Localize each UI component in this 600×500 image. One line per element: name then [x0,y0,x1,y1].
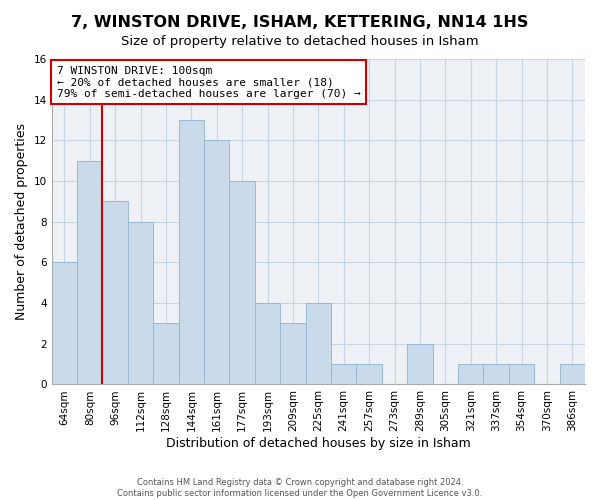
Bar [229,181,255,384]
Bar [458,364,484,384]
Bar [179,120,204,384]
Bar [153,324,179,384]
Bar [128,222,153,384]
Bar [305,303,331,384]
X-axis label: Distribution of detached houses by size in Isham: Distribution of detached houses by size … [166,437,471,450]
Bar [255,303,280,384]
Text: 7 WINSTON DRIVE: 100sqm
← 20% of detached houses are smaller (18)
79% of semi-de: 7 WINSTON DRIVE: 100sqm ← 20% of detache… [57,66,361,98]
Text: 7, WINSTON DRIVE, ISHAM, KETTERING, NN14 1HS: 7, WINSTON DRIVE, ISHAM, KETTERING, NN14… [71,15,529,30]
Text: Size of property relative to detached houses in Isham: Size of property relative to detached ho… [121,35,479,48]
Bar [356,364,382,384]
Bar [484,364,509,384]
Bar [280,324,305,384]
Bar [331,364,356,384]
Bar [560,364,585,384]
Bar [204,140,229,384]
Bar [103,202,128,384]
Y-axis label: Number of detached properties: Number of detached properties [15,123,28,320]
Text: Contains HM Land Registry data © Crown copyright and database right 2024.
Contai: Contains HM Land Registry data © Crown c… [118,478,482,498]
Bar [407,344,433,385]
Bar [77,160,103,384]
Bar [509,364,534,384]
Bar [52,262,77,384]
